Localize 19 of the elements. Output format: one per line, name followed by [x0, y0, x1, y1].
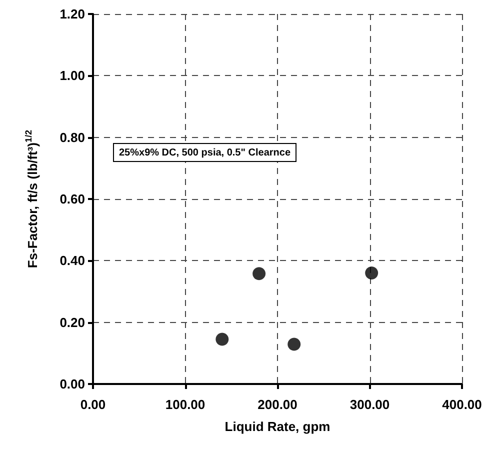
- point: [288, 338, 301, 351]
- y-tick-label: 0.60: [60, 192, 85, 206]
- point: [252, 267, 266, 280]
- annotation: 25%x9% DC, 500 psia, 0.5" Clearnce: [119, 148, 291, 158]
- y-tick-label: 1.00: [60, 68, 85, 84]
- x-tick-label: 100.00: [165, 397, 206, 412]
- x-tick-label: 0.00: [80, 397, 106, 412]
- y-tick-label: 1.20: [60, 6, 85, 22]
- y-tick-label: 0.80: [60, 130, 85, 145]
- x-tick-label: 300.00: [350, 397, 390, 412]
- x-axis-title: Liquid Rate, gpm: [224, 419, 330, 434]
- y-tick-label: 0.20: [60, 314, 85, 330]
- point: [216, 332, 229, 346]
- y-tick-label: 0.00: [60, 376, 85, 392]
- y-tick-label: 0.40: [60, 253, 85, 268]
- x-tick-label: 400.00: [442, 397, 482, 412]
- point: [365, 266, 378, 280]
- y-axis-title: Fs-Factor, ft/s (lb/ft³)1/2: [24, 130, 40, 268]
- x-tick-label: 200.00: [258, 397, 298, 412]
